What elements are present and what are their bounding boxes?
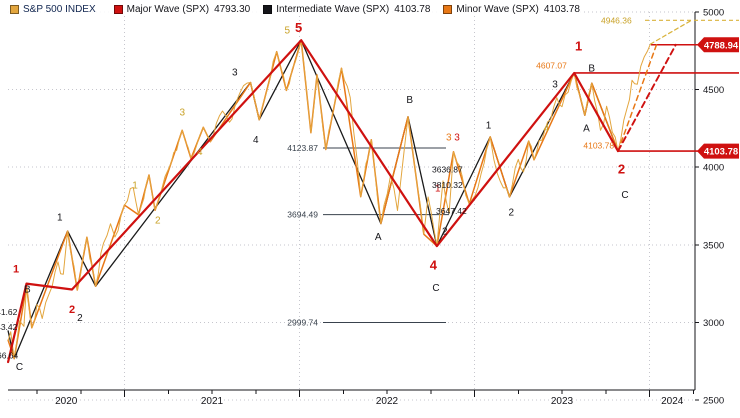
- svg-text:B: B: [406, 95, 413, 106]
- level-lines: 4123.87 3694.49 2999.74 4946.36: [287, 15, 739, 327]
- legend-item-major-wave: Major Wave (SPX) 4793.30: [113, 4, 251, 15]
- svg-text:3: 3: [552, 80, 558, 91]
- svg-text:C: C: [621, 190, 628, 201]
- legend-label: S&P 500 INDEX: [23, 4, 96, 15]
- series-minor: [7, 39, 619, 360]
- svg-text:1: 1: [486, 120, 492, 131]
- svg-text:4500: 4500: [703, 85, 724, 96]
- svg-text:3: 3: [179, 107, 185, 118]
- svg-text:3647.42: 3647.42: [436, 206, 467, 216]
- svg-text:1: 1: [132, 181, 138, 192]
- legend-label: Major Wave (SPX): [126, 4, 210, 15]
- svg-text:3500: 3500: [703, 240, 724, 251]
- legend-item-sp500: S&P 500 INDEX: [10, 4, 101, 15]
- axes: 2020 2021 2022 2023 2024 5000 4500 4000 3500 3000…: [8, 8, 724, 407]
- svg-text:2023: 2023: [551, 396, 574, 407]
- svg-text:4103.78: 4103.78: [583, 140, 614, 150]
- legend-value: 4103.78: [394, 4, 431, 15]
- svg-text:A: A: [375, 232, 382, 243]
- legend-swatch-major-wave: [113, 5, 123, 14]
- svg-text:2500: 2500: [703, 396, 724, 407]
- svg-text:2: 2: [69, 304, 75, 316]
- svg-text:2943.42: 2943.42: [0, 322, 18, 332]
- svg-text:1: 1: [575, 39, 582, 54]
- series-intermediate: [7, 39, 619, 360]
- svg-text:2: 2: [618, 161, 625, 176]
- svg-text:5000: 5000: [703, 8, 724, 19]
- svg-text:4607.07: 4607.07: [536, 61, 567, 71]
- legend-item-minor-wave: Minor Wave (SPX) 4103.78: [443, 4, 580, 15]
- svg-text:2999.74: 2999.74: [287, 317, 318, 327]
- svg-text:2022: 2022: [376, 396, 399, 407]
- svg-text:2020: 2020: [55, 396, 78, 407]
- svg-text:3810.32: 3810.32: [432, 180, 463, 190]
- chart-legend: S&P 500 INDEX Major Wave (SPX) 4793.30 I…: [6, 3, 584, 16]
- svg-text:2: 2: [77, 313, 83, 324]
- price-tags: 4788.94 4103.78: [697, 37, 739, 159]
- svg-text:B: B: [588, 63, 595, 74]
- svg-text:4: 4: [253, 135, 259, 146]
- svg-text:1: 1: [57, 212, 63, 223]
- series-sp500: [7, 39, 651, 360]
- wave-labels: 1CB2213041.622943.422766.6412345534AB4C1…: [0, 20, 629, 373]
- series-minor-projection: [617, 44, 658, 152]
- svg-text:4: 4: [430, 258, 438, 273]
- svg-text:5: 5: [284, 26, 290, 37]
- svg-text:2766.64: 2766.64: [0, 350, 19, 360]
- legend-label: Minor Wave (SPX): [456, 4, 539, 15]
- legend-swatch-sp500: [10, 5, 19, 14]
- svg-text:4: 4: [543, 123, 549, 134]
- svg-text:3636.87: 3636.87: [432, 165, 463, 175]
- svg-text:2: 2: [155, 215, 161, 226]
- svg-text:4123.87: 4123.87: [287, 143, 318, 153]
- svg-text:2: 2: [508, 207, 514, 218]
- legend-value: 4103.78: [543, 4, 580, 15]
- svg-text:4: 4: [197, 147, 203, 158]
- svg-text:5: 5: [295, 20, 302, 35]
- series-sp500-projection: [649, 19, 693, 45]
- svg-text:3041.62: 3041.62: [0, 307, 18, 317]
- svg-text:B: B: [24, 285, 31, 296]
- series-major-projection: [617, 43, 677, 153]
- svg-text:2: 2: [442, 226, 448, 237]
- series-major: [7, 39, 620, 364]
- svg-text:2024: 2024: [661, 396, 684, 407]
- svg-text:3000: 3000: [703, 318, 724, 329]
- legend-swatch-minor-wave: [443, 5, 453, 14]
- svg-text:2021: 2021: [201, 396, 224, 407]
- svg-text:C: C: [16, 362, 23, 373]
- svg-text:4946.36: 4946.36: [601, 15, 632, 25]
- svg-text:1: 1: [13, 264, 19, 276]
- legend-item-intermediate-wave: Intermediate Wave (SPX) 4103.78: [263, 4, 430, 15]
- svg-text:A: A: [583, 123, 590, 134]
- svg-text:3694.49: 3694.49: [287, 210, 318, 220]
- svg-text:4788.94: 4788.94: [704, 40, 739, 51]
- legend-swatch-intermediate-wave: [263, 5, 273, 14]
- svg-text:C: C: [432, 283, 439, 294]
- svg-text:3: 3: [232, 68, 238, 79]
- svg-text:3: 3: [454, 132, 460, 143]
- legend-label: Intermediate Wave (SPX): [276, 4, 390, 15]
- svg-text:3: 3: [446, 132, 452, 143]
- svg-text:4103.78: 4103.78: [704, 147, 738, 158]
- svg-text:1: 1: [435, 184, 441, 195]
- svg-text:4000: 4000: [703, 163, 724, 174]
- legend-value: 4793.30: [214, 4, 251, 15]
